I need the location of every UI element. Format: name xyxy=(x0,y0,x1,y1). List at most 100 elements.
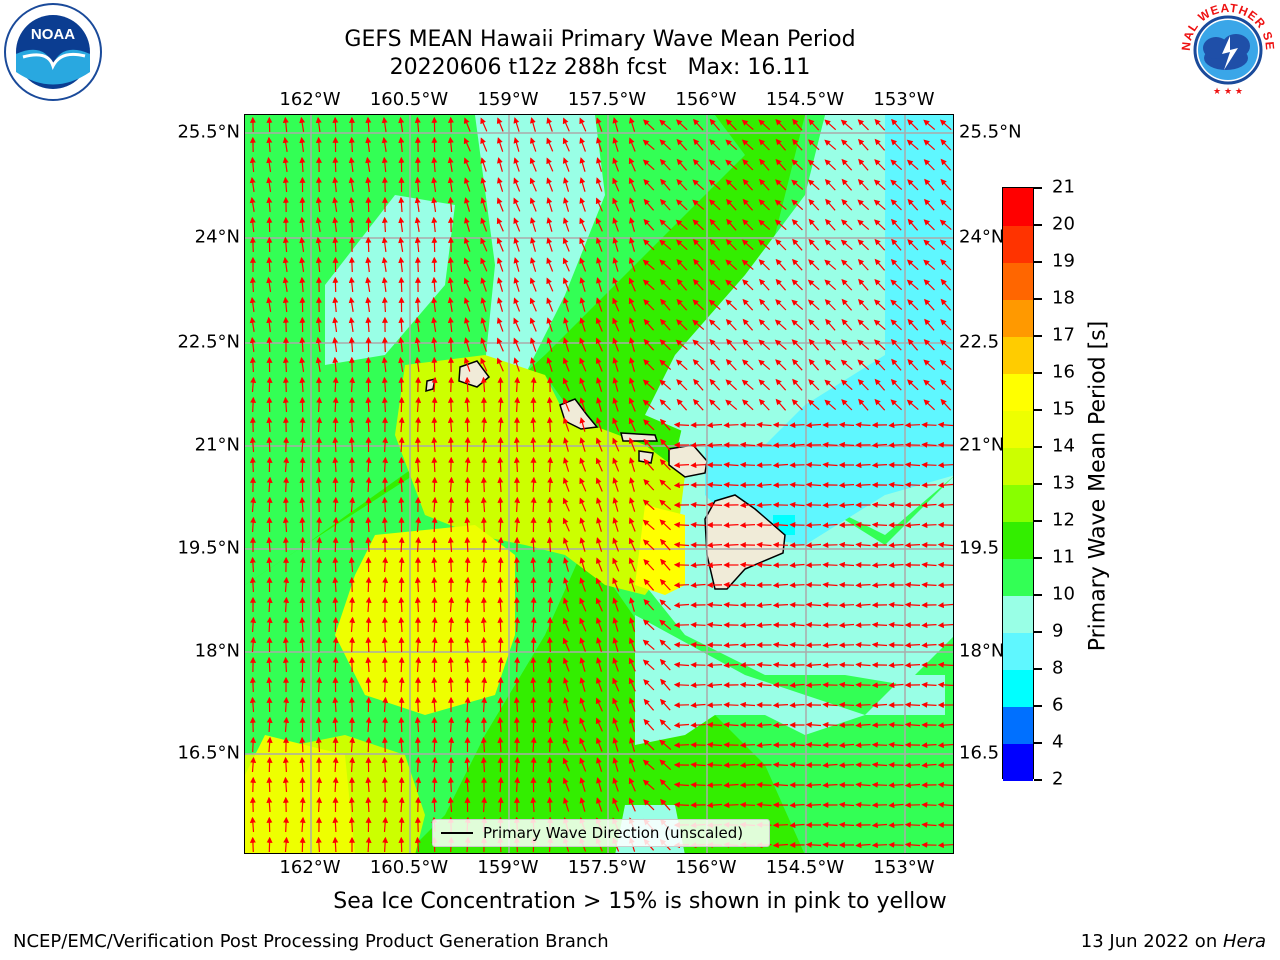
wave-direction-arrow xyxy=(250,396,257,413)
wave-direction-arrow xyxy=(612,377,619,392)
wave-direction-arrow xyxy=(921,622,937,629)
wave-direction-arrow xyxy=(628,397,636,412)
wave-direction-arrow xyxy=(546,237,553,252)
wave-direction-arrow xyxy=(496,137,504,152)
wave-direction-arrow xyxy=(282,156,289,172)
wave-direction-arrow xyxy=(673,482,690,489)
wave-direction-arrow xyxy=(398,496,405,513)
wave-direction-arrow xyxy=(857,339,870,351)
wave-direction-arrow xyxy=(741,139,754,151)
wave-direction-arrow xyxy=(822,502,838,509)
lat-label-right: 16.5 xyxy=(959,742,1000,764)
wave-direction-arrow xyxy=(642,399,655,411)
wave-direction-arrow xyxy=(921,742,937,749)
colorbar-tick xyxy=(1034,372,1042,374)
wave-direction-arrow xyxy=(431,336,438,353)
wave-direction-arrow xyxy=(480,257,488,272)
wave-direction-arrow xyxy=(463,277,471,292)
wave-direction-arrow xyxy=(855,521,871,528)
wave-direction-arrow xyxy=(595,377,603,392)
wave-direction-arrow xyxy=(266,276,273,292)
wave-direction-arrow xyxy=(855,421,871,428)
wave-direction-arrow xyxy=(530,596,537,613)
wave-direction-arrow xyxy=(249,696,256,713)
wave-direction-arrow xyxy=(907,299,919,311)
wave-direction-arrow xyxy=(447,116,454,133)
wave-direction-arrow xyxy=(642,279,655,291)
wave-direction-arrow xyxy=(579,497,587,512)
wave-direction-arrow xyxy=(595,657,603,672)
wave-direction-arrow xyxy=(791,199,804,211)
wave-direction-arrow xyxy=(562,497,570,512)
wave-direction-arrow xyxy=(398,676,405,693)
wave-direction-arrow xyxy=(612,697,620,712)
wave-direction-arrow xyxy=(690,562,706,569)
wave-direction-arrow xyxy=(791,358,803,371)
wave-direction-arrow xyxy=(266,296,273,312)
wave-direction-arrow xyxy=(659,719,671,731)
wave-direction-arrow xyxy=(906,159,919,171)
wave-direction-arrow xyxy=(692,159,704,171)
wave-direction-arrow xyxy=(398,436,405,453)
wave-direction-arrow xyxy=(579,557,586,572)
wave-direction-arrow xyxy=(756,561,772,568)
wave-direction-arrow xyxy=(855,801,871,808)
wave-direction-arrow xyxy=(514,376,521,393)
wave-direction-arrow xyxy=(642,639,655,651)
wave-direction-arrow xyxy=(431,556,438,573)
wave-direction-arrow xyxy=(659,418,671,431)
wave-direction-arrow xyxy=(348,316,355,332)
wave-direction-arrow xyxy=(904,821,921,828)
wave-direction-arrow xyxy=(824,239,837,251)
wave-direction-arrow xyxy=(529,177,537,192)
wave-direction-arrow xyxy=(547,576,554,593)
wave-direction-arrow xyxy=(595,357,603,372)
wave-direction-arrow xyxy=(628,317,636,332)
wave-direction-arrow xyxy=(791,319,804,331)
wave-direction-arrow xyxy=(497,536,504,553)
wave-direction-arrow xyxy=(841,339,853,351)
wave-direction-arrow xyxy=(266,536,273,553)
wave-direction-arrow xyxy=(414,216,421,232)
wave-direction-arrow xyxy=(612,397,619,412)
wave-direction-arrow xyxy=(496,197,504,212)
wave-direction-arrow xyxy=(921,421,937,428)
wave-direction-arrow xyxy=(756,602,772,609)
wave-direction-arrow xyxy=(789,802,805,809)
wave-direction-arrow xyxy=(825,198,836,211)
wave-direction-arrow xyxy=(481,416,488,433)
wave-direction-arrow xyxy=(855,602,871,609)
wave-direction-arrow xyxy=(824,279,837,291)
wave-direction-arrow xyxy=(431,316,438,332)
wave-direction-arrow xyxy=(874,118,886,131)
wave-direction-arrow xyxy=(791,399,803,411)
wave-direction-arrow xyxy=(824,359,836,371)
wave-direction-arrow xyxy=(775,299,787,311)
wave-direction-arrow xyxy=(612,617,619,632)
wave-direction-arrow xyxy=(891,238,902,251)
wave-direction-arrow xyxy=(706,601,723,608)
wave-direction-arrow xyxy=(546,277,554,292)
wave-direction-arrow xyxy=(514,496,521,513)
wave-direction-arrow xyxy=(332,456,339,473)
wave-direction-arrow xyxy=(414,236,421,253)
colorbar-tick xyxy=(1034,594,1042,596)
wave-direction-arrow xyxy=(398,476,405,493)
wave-direction-arrow xyxy=(739,461,756,468)
wave-direction-arrow xyxy=(838,622,855,629)
wave-direction-arrow xyxy=(659,698,671,711)
wave-direction-arrow xyxy=(381,136,388,152)
wave-direction-arrow xyxy=(431,356,438,373)
wave-direction-arrow xyxy=(940,199,952,211)
wave-direction-arrow xyxy=(448,616,455,633)
wave-direction-arrow xyxy=(447,316,454,333)
wave-direction-arrow xyxy=(447,656,454,673)
wave-direction-arrow xyxy=(579,297,586,312)
lon-label-bottom: 153°W xyxy=(873,857,935,878)
wave-direction-arrow xyxy=(772,442,789,449)
wave-direction-arrow xyxy=(739,561,756,568)
wave-direction-arrow xyxy=(857,379,869,391)
colorbar-segment xyxy=(1003,669,1033,707)
wave-direction-arrow xyxy=(579,177,586,192)
colorbar-tick xyxy=(1034,483,1042,485)
